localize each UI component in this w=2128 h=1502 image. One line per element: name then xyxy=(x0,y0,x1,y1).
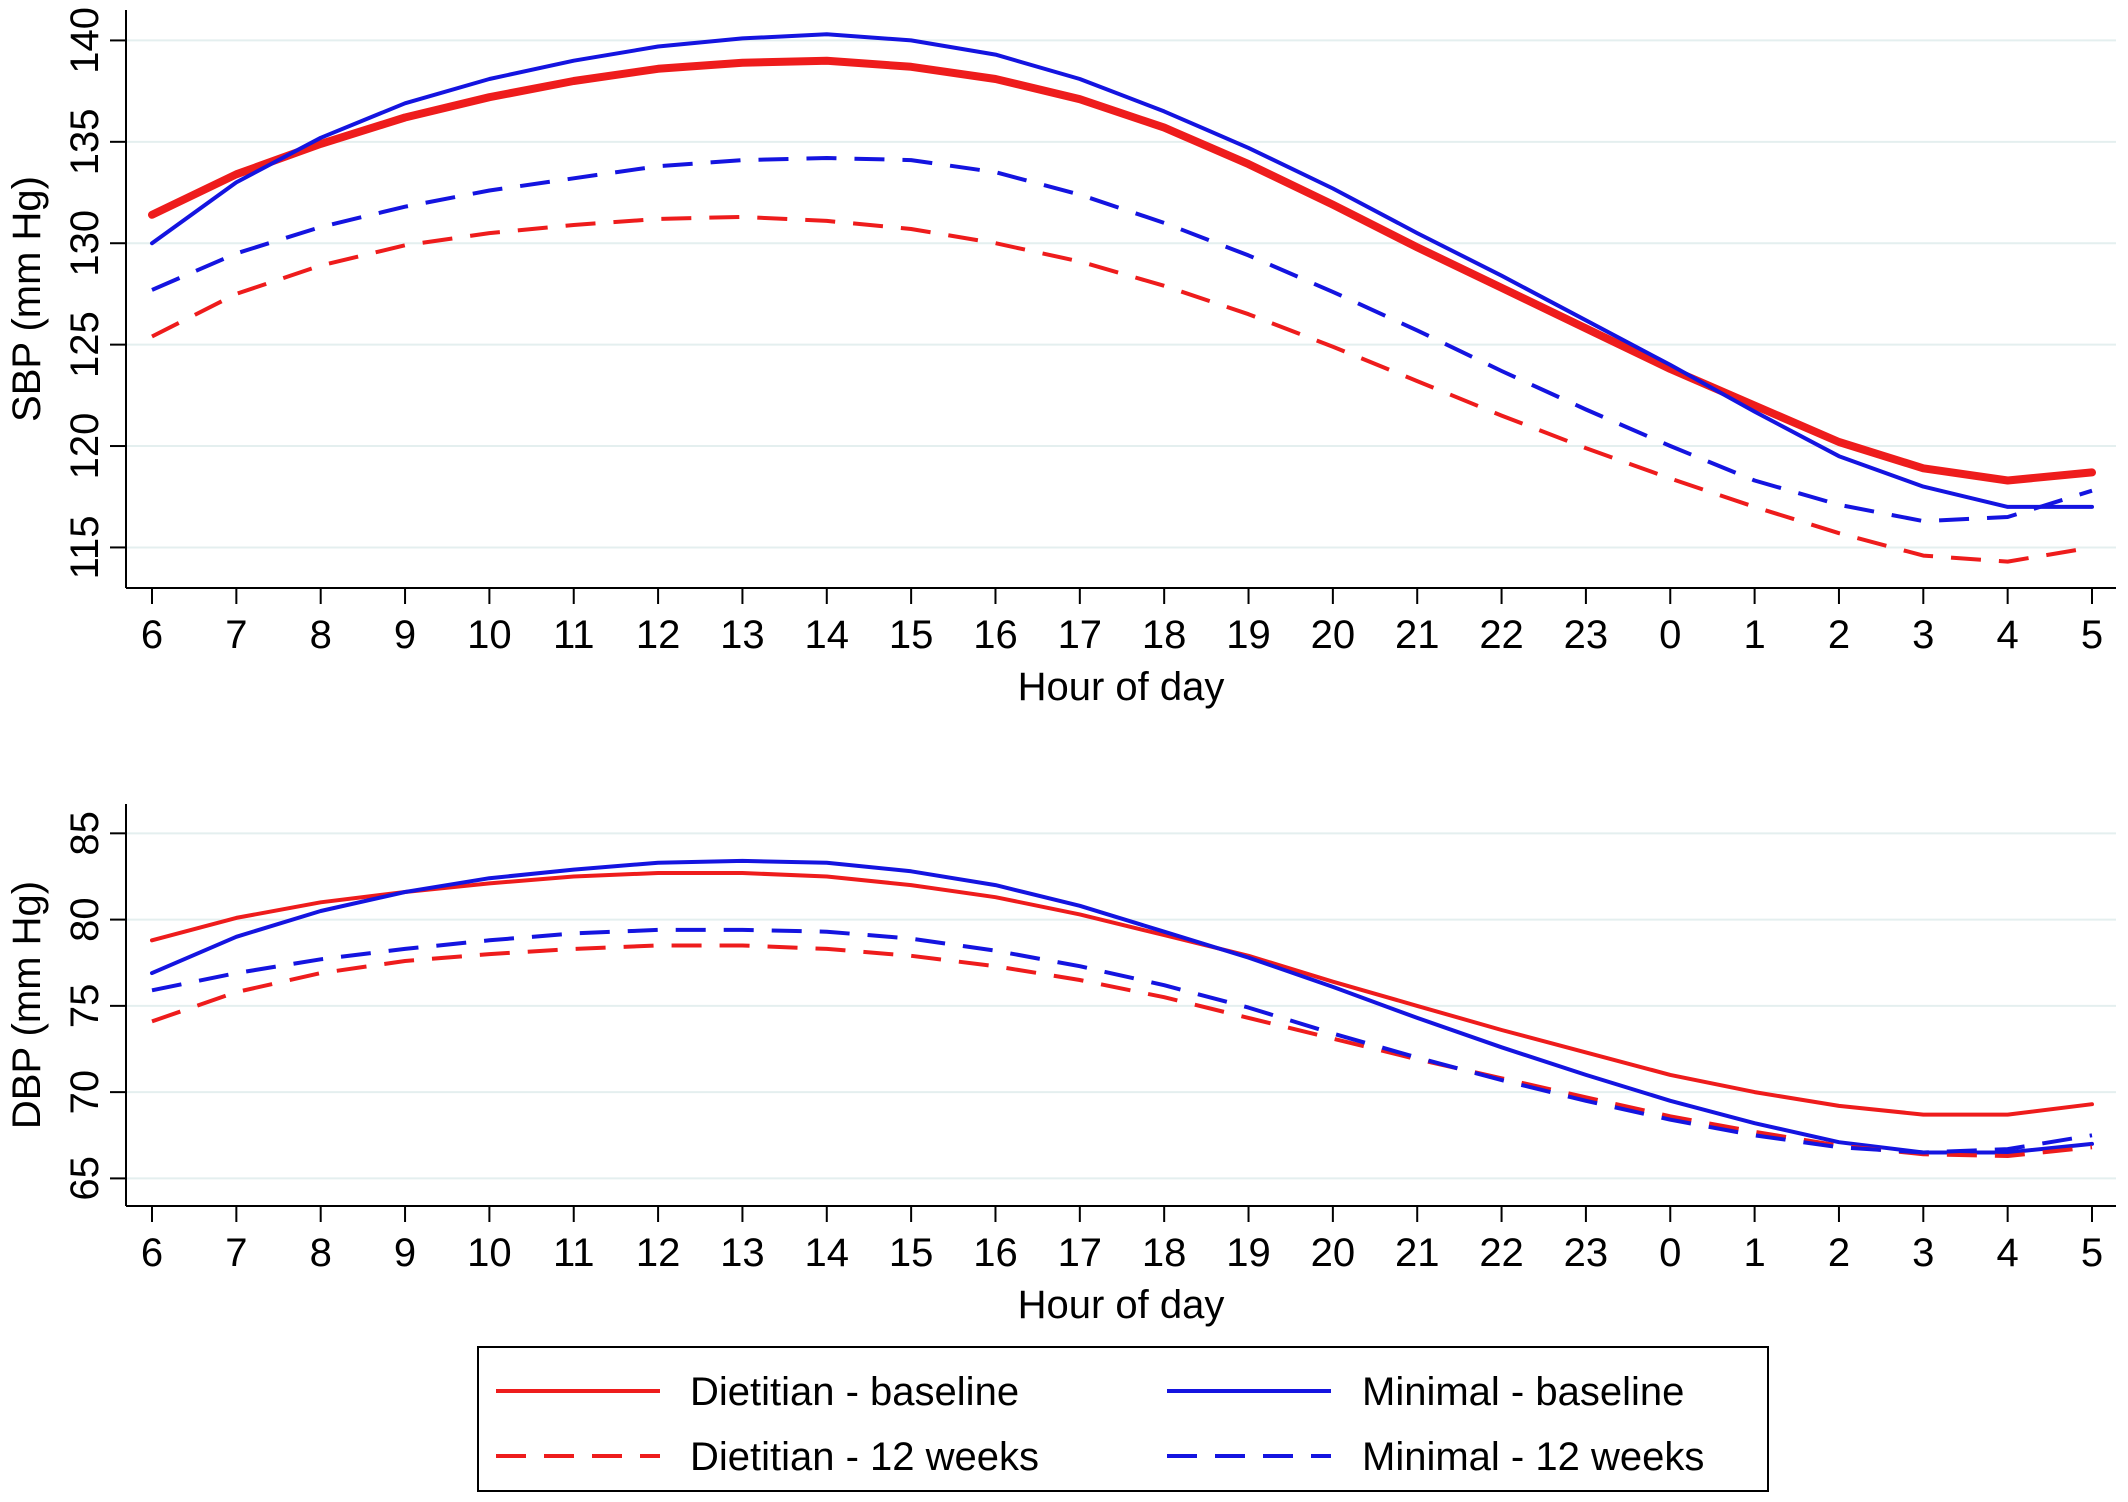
y-tick-label-135: 135 xyxy=(63,108,107,175)
series-line-dietitian-baseline xyxy=(148,56,2096,485)
x-tick-label-23: 23 xyxy=(1564,1231,1609,1275)
x-tick-label-4: 4 xyxy=(1997,1231,2019,1275)
x-tick-label-21: 21 xyxy=(1395,613,1440,657)
x-tick-label-15: 15 xyxy=(889,1231,934,1275)
x-tick-label-5: 5 xyxy=(2081,613,2103,657)
y-tick-label-75: 75 xyxy=(63,984,107,1029)
x-tick-label-20: 20 xyxy=(1311,1231,1356,1275)
y-tick-label-70: 70 xyxy=(63,1070,107,1115)
x-tick-label-21: 21 xyxy=(1395,1231,1440,1275)
x-tick-label-18: 18 xyxy=(1142,1231,1187,1275)
x-axis-title: Hour of day xyxy=(1018,1283,1225,1327)
y-tick-label-80: 80 xyxy=(63,897,107,942)
y-tick-label-120: 120 xyxy=(63,413,107,480)
legend-label-minimal-baseline: Minimal - baseline xyxy=(1362,1370,1684,1414)
y-tick-label-125: 125 xyxy=(63,311,107,378)
y-tick-label-115: 115 xyxy=(63,516,107,580)
x-tick-label-7: 7 xyxy=(225,613,247,657)
x-tick-label-9: 9 xyxy=(394,613,416,657)
x-tick-label-1: 1 xyxy=(1743,1231,1765,1275)
x-tick-label-0: 0 xyxy=(1659,1231,1681,1275)
x-tick-label-20: 20 xyxy=(1311,613,1356,657)
legend-label-dietitian-12-weeks: Dietitian - 12 weeks xyxy=(690,1435,1039,1479)
x-tick-label-18: 18 xyxy=(1142,613,1187,657)
x-tick-label-13: 13 xyxy=(720,1231,765,1275)
x-tick-label-14: 14 xyxy=(805,1231,850,1275)
x-tick-label-12: 12 xyxy=(636,1231,681,1275)
series-line-dietitian-12-weeks xyxy=(151,214,2093,564)
legend: Dietitian - baseline Minimal - baseline Di… xyxy=(477,1346,1769,1492)
y-axis-title: DBP (mm Hg) xyxy=(5,881,49,1129)
y-tick-label-140: 140 xyxy=(63,7,107,74)
y-tick-label-65: 65 xyxy=(63,1156,107,1201)
x-tick-label-16: 16 xyxy=(973,613,1018,657)
x-axis-title: Hour of day xyxy=(1018,665,1225,709)
x-tick-label-2: 2 xyxy=(1828,1231,1850,1275)
x-tick-label-0: 0 xyxy=(1659,613,1681,657)
x-tick-label-15: 15 xyxy=(889,613,934,657)
x-tick-label-22: 22 xyxy=(1479,613,1524,657)
x-tick-label-13: 13 xyxy=(720,613,765,657)
x-tick-label-23: 23 xyxy=(1564,613,1609,657)
x-tick-label-8: 8 xyxy=(310,1231,332,1275)
x-tick-label-10: 10 xyxy=(467,1231,512,1275)
x-tick-label-6: 6 xyxy=(141,613,163,657)
series-line-dietitian-12-weeks xyxy=(151,943,2093,1158)
x-tick-label-1: 1 xyxy=(1743,613,1765,657)
series-line-minimal-12-weeks xyxy=(151,156,2093,524)
x-tick-label-9: 9 xyxy=(394,1231,416,1275)
x-tick-label-2: 2 xyxy=(1828,613,1850,657)
x-tick-label-4: 4 xyxy=(1997,613,2019,657)
x-tick-label-10: 10 xyxy=(467,613,512,657)
x-tick-label-19: 19 xyxy=(1226,1231,1271,1275)
x-tick-label-3: 3 xyxy=(1912,613,1934,657)
series-line-dietitian-baseline xyxy=(150,871,2094,1117)
x-tick-label-17: 17 xyxy=(1058,1231,1103,1275)
y-axis-title: SBP (mm Hg) xyxy=(5,176,49,422)
y-tick-label-130: 130 xyxy=(63,210,107,277)
legend-label-dietitian-baseline: Dietitian - baseline xyxy=(690,1370,1019,1414)
x-tick-label-8: 8 xyxy=(310,613,332,657)
legend-label-minimal-12-weeks: Minimal - 12 weeks xyxy=(1362,1435,1704,1479)
x-tick-label-17: 17 xyxy=(1058,613,1103,657)
series-line-minimal-baseline xyxy=(150,858,2094,1155)
x-tick-label-16: 16 xyxy=(973,1231,1018,1275)
y-tick-label-85: 85 xyxy=(63,811,107,856)
series-line-minimal-baseline xyxy=(150,32,2094,509)
x-tick-label-6: 6 xyxy=(141,1231,163,1275)
x-tick-label-22: 22 xyxy=(1479,1231,1524,1275)
x-tick-label-14: 14 xyxy=(805,613,850,657)
x-tick-label-19: 19 xyxy=(1226,613,1271,657)
series-line-minimal-12-weeks xyxy=(151,927,2093,1155)
x-tick-label-11: 11 xyxy=(553,1231,595,1275)
x-tick-label-11: 11 xyxy=(553,613,595,657)
x-tick-label-12: 12 xyxy=(636,613,681,657)
x-tick-label-5: 5 xyxy=(2081,1231,2103,1275)
x-tick-label-3: 3 xyxy=(1912,1231,1934,1275)
x-tick-label-7: 7 xyxy=(225,1231,247,1275)
legend-box xyxy=(477,1346,1769,1492)
